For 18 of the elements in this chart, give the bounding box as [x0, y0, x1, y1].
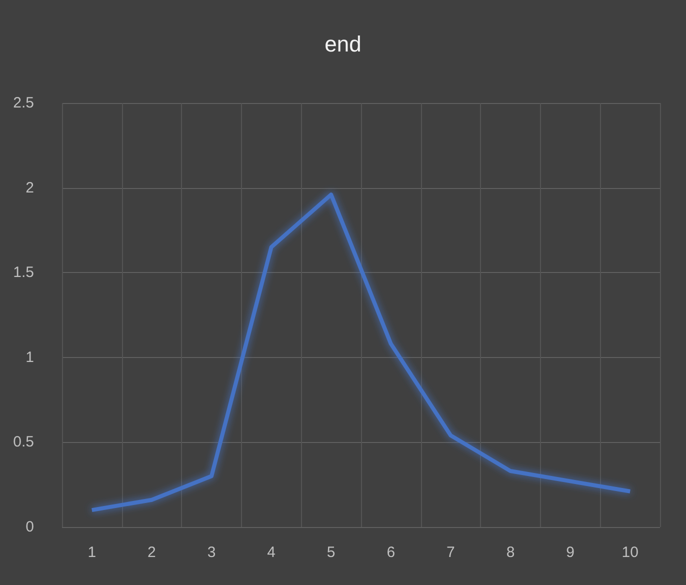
- y-tick-label: 1.5: [13, 264, 34, 282]
- x-tick-label: 5: [326, 544, 336, 561]
- x-tick-label: 7: [446, 544, 455, 561]
- x-tick-label: 10: [622, 544, 638, 561]
- chart-title: end: [324, 32, 362, 56]
- y-tick-label: 0.5: [13, 434, 34, 451]
- x-tick-label: 4: [267, 544, 276, 561]
- y-tick-label: 1: [26, 348, 34, 366]
- y-tick-label: 0: [26, 518, 34, 536]
- x-tick-label: 9: [566, 544, 574, 561]
- x-tick-label: 2: [148, 544, 156, 561]
- x-tick-label: 6: [386, 544, 396, 561]
- x-tick-label: 1: [88, 544, 96, 561]
- y-tick-label: 2: [26, 179, 34, 196]
- x-tick-label: 8: [506, 544, 515, 561]
- y-tick-label: 2.5: [13, 94, 34, 112]
- line-series: [90, 192, 632, 512]
- x-tick-label: 3: [207, 544, 216, 561]
